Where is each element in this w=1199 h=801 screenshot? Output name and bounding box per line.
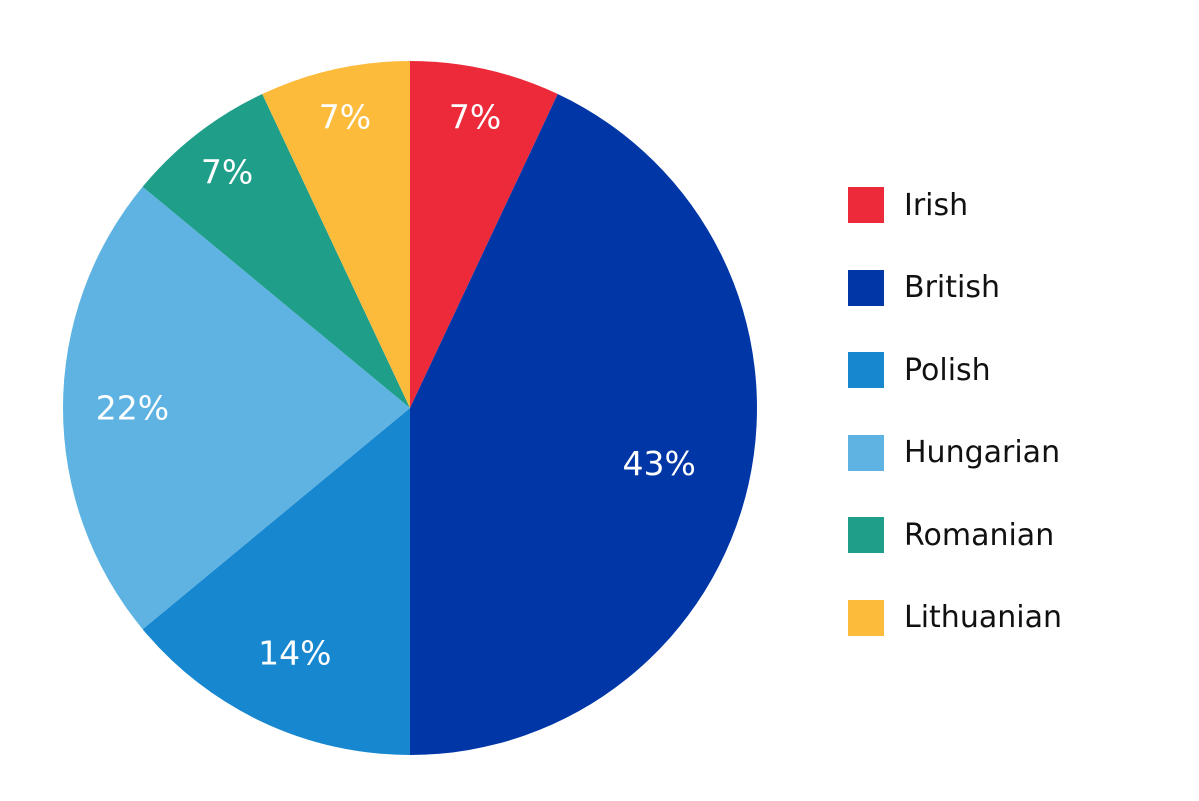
slice-label-hungarian: 22% — [96, 389, 169, 428]
slice-label-polish: 14% — [258, 633, 331, 672]
legend-item-polish: Polish — [848, 352, 1178, 389]
slice-label-lithuanian: 7% — [319, 97, 371, 136]
slice-label-irish: 7% — [449, 97, 501, 136]
legend-label-polish: Polish — [904, 352, 991, 388]
pie-slice-hungarian — [62, 186, 410, 630]
slice-label-romanian: 7% — [201, 153, 253, 192]
pie-chart-svg: 7% 43% 14% 22% 7% 7% — [62, 61, 757, 756]
legend-swatch-polish — [848, 352, 884, 389]
pie-slice-british — [410, 94, 757, 755]
legend-item-hungarian: Hungarian — [848, 434, 1178, 471]
legend-swatch-hungarian — [848, 434, 884, 471]
legend-item-irish: Irish — [848, 187, 1178, 223]
pie-slice-labels: 7% 43% 14% 22% 7% 7% — [96, 97, 696, 672]
legend-swatch-lithuanian — [848, 599, 884, 636]
legend-label-irish: Irish — [904, 187, 969, 223]
slice-label-british: 43% — [623, 444, 696, 483]
legend-label-british: British — [904, 270, 1000, 306]
chart-legend: Irish British Polish Hungarian Romanian … — [848, 187, 1178, 683]
legend-item-romanian: Romanian — [848, 517, 1178, 554]
pie-slice-irish — [410, 61, 558, 408]
pie-slice-lithuanian — [262, 61, 410, 408]
legend-swatch-british — [848, 269, 884, 306]
legend-label-romanian: Romanian — [904, 517, 1055, 553]
legend-swatch-irish — [848, 187, 884, 223]
legend-swatch-romanian — [848, 517, 884, 554]
legend-item-british: British — [848, 269, 1178, 306]
legend-label-hungarian: Hungarian — [904, 435, 1061, 471]
pie-slice-polish — [142, 408, 410, 756]
legend-label-lithuanian: Lithuanian — [904, 600, 1062, 636]
legend-item-lithuanian: Lithuanian — [848, 599, 1178, 636]
pie-slices — [62, 61, 757, 756]
pie-slice-romanian — [142, 94, 410, 408]
